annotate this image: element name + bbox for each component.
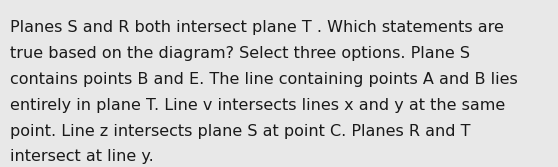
Text: Planes S and R both intersect plane T . Which statements are: Planes S and R both intersect plane T . … [10, 20, 504, 35]
Text: entirely in plane T. Line v intersects lines x and y at the same: entirely in plane T. Line v intersects l… [10, 98, 506, 113]
Text: contains points B and E. The line containing points A and B lies: contains points B and E. The line contai… [10, 72, 518, 87]
Text: point. Line z intersects plane S at point C. Planes R and T: point. Line z intersects plane S at poin… [10, 124, 470, 139]
Text: intersect at line y.: intersect at line y. [10, 149, 154, 164]
Text: true based on the diagram? Select three options. Plane S: true based on the diagram? Select three … [10, 46, 470, 61]
